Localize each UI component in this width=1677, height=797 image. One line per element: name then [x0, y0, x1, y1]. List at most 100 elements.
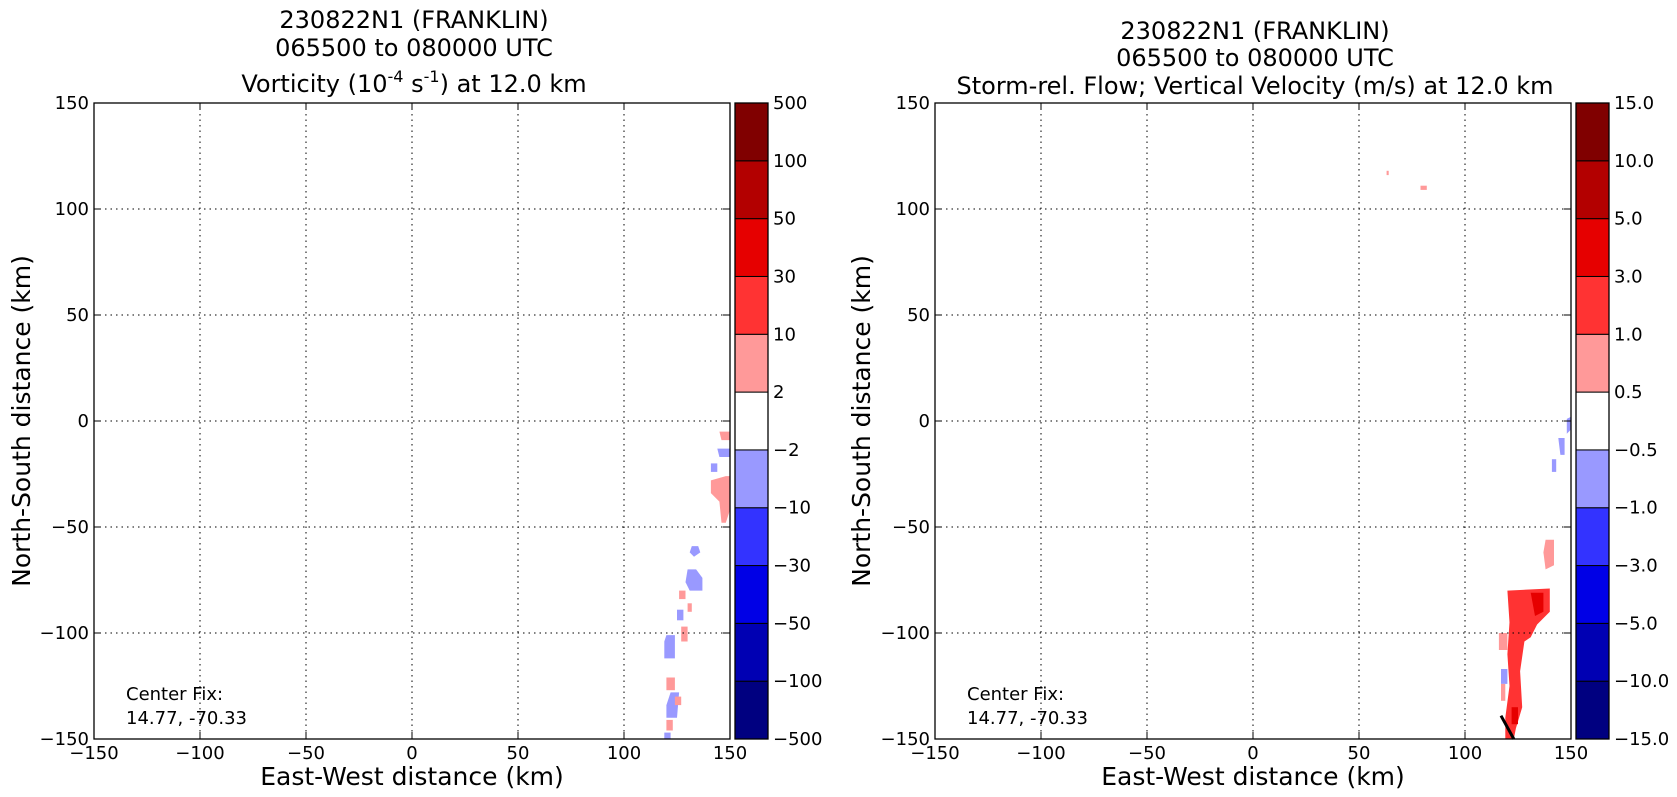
vorticity-y-tick-label: 100: [55, 199, 89, 220]
velocity-x-axis-label: East-West distance (km): [1101, 762, 1405, 791]
vorticity-plot-area: −150 −100 −50 0 50 100 150 −150 −100 −50 0 50 100 15…: [40, 93, 748, 764]
velocity-field-patch: [1498, 633, 1508, 650]
velocity-colorbar-segment: [1575, 622, 1610, 682]
velocity-field-patch: [1558, 438, 1565, 455]
velocity-y-tick-label: 150: [896, 93, 930, 114]
velocity-field-patch: [1530, 592, 1544, 616]
vorticity-colorbar-label: 10: [773, 324, 796, 345]
vorticity-colorbar-label: −2: [773, 440, 800, 461]
vorticity-colorbar-segment: [734, 102, 769, 162]
vorticity-y-tick-label: 50: [66, 305, 89, 326]
vorticity-colorbar-segment: [734, 565, 769, 624]
velocity-colorbar-segment: [1575, 160, 1610, 220]
velocity-colorbar: −15.0 −10.0 −5.0 −3.0 −1.0 −0.5 0.5 1.0 3.0 5.0 10…: [1575, 93, 1669, 750]
vorticity-y-tick-labels: −150 −100 −50 0 50 100 150: [40, 93, 89, 750]
velocity-x-tick-label: 50: [1348, 743, 1371, 764]
vorticity-colorbar-segment: [734, 391, 769, 451]
velocity-field-patch: [1420, 185, 1427, 190]
velocity-field-patch: [1386, 170, 1389, 176]
velocity-field-patch: [1501, 683, 1506, 701]
velocity-colorbar-label: −1.0: [1614, 498, 1658, 519]
vorticity-colorbar-label: −10: [773, 498, 811, 519]
vorticity-field-patch: [666, 677, 675, 691]
velocity-patches: [1386, 170, 1571, 739]
vorticity-title-line2: 065500 to 080000 UTC: [275, 34, 553, 62]
vorticity-colorbar-label: −30: [773, 556, 811, 577]
vorticity-field-patch: [677, 609, 684, 621]
velocity-y-tick-label: 50: [907, 305, 930, 326]
vorticity-y-axis-label: North-South distance (km): [7, 255, 36, 587]
vorticity-title-mid: s: [403, 70, 423, 98]
velocity-colorbar-segment: [1575, 449, 1610, 509]
velocity-colorbar-segment: [1575, 391, 1610, 451]
velocity-y-tick-label: 0: [919, 411, 930, 432]
vorticity-field-patch: [685, 569, 703, 591]
vorticity-colorbar-segment: [734, 680, 769, 740]
vorticity-colorbar-label: −500: [773, 729, 822, 750]
velocity-colorbar-label: 15.0: [1614, 93, 1654, 114]
velocity-y-tick-label: −100: [881, 623, 930, 644]
velocity-x-tick-label: 0: [1247, 743, 1258, 764]
velocity-center-fix-value: 14.77, -70.33: [967, 708, 1088, 729]
vorticity-field-patch: [679, 590, 686, 600]
vorticity-title-sup2: -1: [424, 67, 440, 86]
velocity-field-patch: [1505, 588, 1550, 739]
vorticity-panel: 230822N1 (FRANKLIN) 065500 to 080000 UTC…: [7, 6, 822, 791]
velocity-grid: [935, 103, 1571, 739]
vorticity-center-fix-value: 14.77, -70.33: [126, 708, 247, 729]
velocity-colorbar-segment: [1575, 218, 1610, 277]
velocity-ticks: [934, 102, 1572, 740]
vorticity-x-tick-label: −150: [69, 743, 118, 764]
vorticity-y-tick-label: 150: [55, 93, 89, 114]
vorticity-title-line3: Vorticity (10-4 s-1) at 12.0 km: [241, 67, 586, 98]
velocity-y-tick-label: 100: [896, 199, 930, 220]
velocity-y-tick-label: −50: [892, 517, 930, 538]
velocity-colorbar-segment: [1575, 333, 1610, 393]
vorticity-x-tick-labels: −150 −100 −50 0 50 100 150: [69, 743, 747, 764]
vorticity-colorbar-segment: [734, 507, 769, 567]
vorticity-colorbar-segment: [734, 449, 769, 509]
velocity-colorbar-label: 3.0: [1614, 266, 1643, 287]
vorticity-field-patch: [664, 732, 671, 739]
velocity-colorbar-label: 5.0: [1614, 209, 1643, 230]
velocity-title-line3: Storm-rel. Flow; Vertical Velocity (m/s)…: [957, 72, 1554, 100]
vorticity-ticks: [93, 102, 731, 740]
vorticity-field-patch: [689, 546, 701, 557]
vorticity-x-tick-label: 150: [713, 743, 747, 764]
vorticity-colorbar: −500 −100 −50 −30 −10 −2 2 10 30 50 100 500: [734, 93, 822, 750]
vorticity-field-patch: [719, 431, 730, 441]
velocity-y-tick-labels: −150 −100 −50 0 50 100 150: [881, 93, 930, 750]
vorticity-y-tick-label: −50: [51, 517, 89, 538]
vorticity-y-tick-label: −150: [40, 729, 89, 750]
vertical-velocity-panel: 230822N1 (FRANKLIN) 065500 to 080000 UTC…: [847, 17, 1669, 791]
velocity-field-patch: [1543, 539, 1554, 570]
velocity-colorbar-segment: [1575, 680, 1610, 740]
vorticity-center-fix-label: Center Fix:: [126, 684, 223, 705]
velocity-lines: [1499, 714, 1516, 740]
velocity-center-fix-label: Center Fix:: [967, 684, 1064, 705]
velocity-x-tick-labels: −150 −100 −50 0 50 100 150: [910, 743, 1588, 764]
velocity-colorbar-segment: [1575, 102, 1610, 162]
velocity-colorbar-label: −15.0: [1614, 729, 1669, 750]
vorticity-x-tick-label: 50: [507, 743, 530, 764]
velocity-colorbar-segment: [1575, 565, 1610, 624]
velocity-title-line1: 230822N1 (FRANKLIN): [1120, 17, 1389, 45]
velocity-colorbar-frame: [1575, 102, 1610, 740]
velocity-plot-frame: [934, 102, 1572, 740]
vorticity-colorbar-segment: [734, 275, 769, 335]
vorticity-colorbar-label: −100: [773, 671, 822, 692]
vorticity-field-patch: [717, 448, 730, 457]
vorticity-patches: [664, 431, 730, 739]
vorticity-colorbar-segment: [734, 160, 769, 220]
velocity-colorbar-label: 1.0: [1614, 324, 1643, 345]
vorticity-title-post: ) at 12.0 km: [440, 70, 587, 98]
vorticity-field-patch: [664, 635, 675, 659]
vorticity-colorbar-label: 30: [773, 266, 796, 287]
velocity-field-patch: [1501, 669, 1508, 684]
vorticity-title-sup1: -4: [388, 67, 404, 86]
vorticity-x-tick-label: −100: [175, 743, 224, 764]
vorticity-grid: [94, 103, 730, 739]
vorticity-title-pre: Vorticity (10: [241, 70, 387, 98]
velocity-plot-area: −150 −100 −50 0 50 100 150 −150 −100 −50 0 50 100 15…: [881, 93, 1589, 764]
